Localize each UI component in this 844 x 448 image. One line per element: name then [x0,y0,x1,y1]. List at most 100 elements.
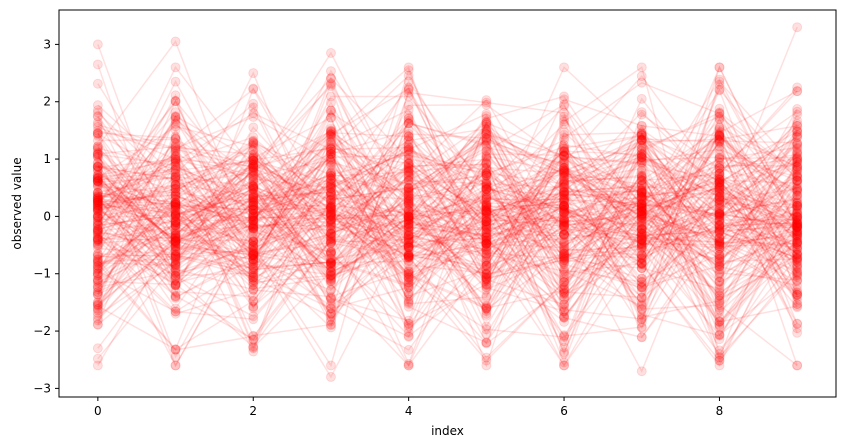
data-point [248,263,259,274]
data-point [481,206,492,217]
data-point [248,223,259,234]
data-point [403,252,414,263]
data-point [170,112,181,123]
data-point [792,220,803,231]
data-point [792,106,803,117]
data-point [92,270,103,281]
data-point [325,255,336,266]
data-point [248,236,259,247]
data-point [248,242,259,253]
series-32 [92,129,803,298]
series-line [97,154,798,275]
data-point [248,343,259,354]
series-line [97,180,798,283]
data-point [170,36,181,47]
data-point [248,253,259,264]
data-point [481,279,492,290]
data-point [403,113,414,124]
data-point [636,175,647,186]
data-point [248,184,259,195]
data-point [792,183,803,194]
series-line [97,154,798,318]
data-point [325,228,336,239]
series-30 [92,162,803,312]
data-point [325,220,336,231]
series-line [97,167,798,367]
data-point [403,240,414,251]
data-point [92,280,103,291]
data-point [714,174,725,185]
data-point [248,284,259,295]
data-point [403,100,414,111]
data-point [792,234,803,245]
data-point [481,232,492,243]
data-point [92,249,103,260]
data-point [481,237,492,248]
data-point [248,221,259,232]
data-point [325,360,336,371]
data-point [714,114,725,125]
data-point [248,272,259,283]
data-point [636,188,647,199]
series-line [97,81,798,298]
data-point [403,183,414,194]
data-point [714,280,725,291]
data-point [714,177,725,188]
y-axis: −3 −2 −1 0 1 2 3 [33,37,59,395]
data-point [792,190,803,201]
data-point [170,158,181,169]
data-point [792,138,803,149]
data-point [403,205,414,216]
data-point [636,313,647,324]
data-point [170,115,181,126]
data-point [248,155,259,166]
series-line [97,150,798,360]
data-point [403,218,414,229]
data-point [403,274,414,285]
data-point [559,208,570,219]
data-point [636,208,647,219]
series-47 [92,113,803,333]
x-axis-label: index [431,424,464,438]
data-point [481,209,492,220]
data-point [481,168,492,179]
data-point [170,255,181,266]
data-point [92,256,103,267]
x-tick-label: 4 [405,404,413,418]
data-point [325,205,336,216]
data-point [792,268,803,279]
data-point [92,315,103,326]
data-point [403,188,414,199]
data-point [714,254,725,265]
data-point [636,238,647,249]
data-point [170,236,181,247]
data-point [792,284,803,295]
data-point [792,212,803,223]
data-point [325,168,336,179]
data-point [481,208,492,219]
data-point [481,183,492,194]
series-13 [92,76,803,267]
data-point [792,154,803,165]
data-point [636,242,647,253]
data-point [248,272,259,283]
data-point [325,202,336,213]
series-line [97,159,798,337]
data-point [714,210,725,221]
data-point [403,128,414,139]
data-point [636,198,647,209]
data-point [792,253,803,264]
data-point [481,290,492,301]
data-point [325,267,336,278]
data-point [248,296,259,307]
data-point [325,228,336,239]
data-point [792,276,803,287]
data-point [636,62,647,73]
data-point [325,220,336,231]
data-point [403,158,414,169]
series-71 [92,129,803,307]
data-point [248,245,259,256]
series-line [97,114,798,289]
series-line [97,76,798,244]
data-point [92,248,103,259]
